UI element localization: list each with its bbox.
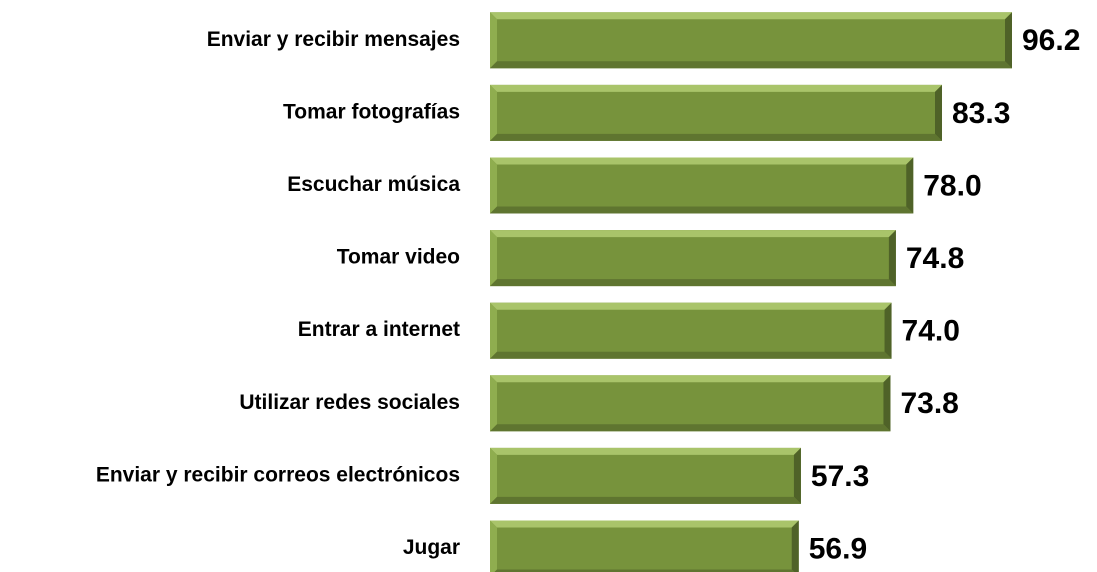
bar bbox=[490, 375, 891, 432]
bar-bevel bbox=[1005, 12, 1012, 69]
bar-bevel bbox=[490, 302, 892, 310]
bar bbox=[490, 520, 799, 572]
bar-bevel bbox=[490, 84, 497, 141]
data-label: 78.0 bbox=[923, 169, 981, 202]
bar-bevel bbox=[490, 157, 914, 165]
data-label: 74.0 bbox=[902, 315, 960, 348]
bar-bevel bbox=[490, 61, 1012, 69]
bar-bevel bbox=[490, 230, 896, 238]
bar-bevel bbox=[906, 157, 914, 214]
bar bbox=[490, 84, 943, 141]
bar-bevel bbox=[490, 12, 1012, 20]
bar-bevel bbox=[490, 351, 892, 359]
y-tick-label: Entrar a internet bbox=[298, 318, 460, 341]
data-label: 73.8 bbox=[900, 387, 958, 420]
bar bbox=[490, 447, 801, 504]
data-label: 74.8 bbox=[906, 242, 964, 275]
bar-bevel bbox=[490, 520, 799, 528]
bar-bevel bbox=[888, 230, 896, 287]
bar-bevel bbox=[490, 447, 801, 455]
bar-bevel bbox=[793, 447, 801, 504]
data-label: 83.3 bbox=[952, 97, 1010, 130]
y-tick-label: Enviar y recibir mensajes bbox=[207, 28, 460, 51]
bar bbox=[490, 230, 896, 287]
bar-bevel bbox=[490, 375, 497, 432]
bar-bevel bbox=[883, 375, 891, 432]
bar-bevel bbox=[490, 279, 896, 287]
bar-bevel bbox=[490, 84, 943, 92]
bar-bevel bbox=[490, 302, 497, 359]
bar-bevel bbox=[494, 569, 795, 572]
data-label: 57.3 bbox=[811, 460, 869, 493]
bar-bevel bbox=[490, 230, 497, 287]
bar-bevel bbox=[490, 375, 891, 383]
bar bbox=[490, 12, 1012, 69]
bar-bevel bbox=[490, 424, 891, 432]
bar-bevel bbox=[490, 447, 497, 504]
bar-bevel bbox=[935, 84, 943, 141]
bar-bevel bbox=[490, 12, 497, 69]
y-tick-label: Tomar fotografías bbox=[283, 100, 460, 123]
data-label: 56.9 bbox=[809, 532, 867, 565]
bar bbox=[490, 157, 914, 214]
y-tick-label: Tomar video bbox=[337, 246, 460, 269]
bar bbox=[490, 302, 892, 359]
y-tick-label: Jugar bbox=[403, 536, 460, 559]
bar-bevel bbox=[884, 302, 892, 359]
y-tick-label: Escuchar música bbox=[287, 173, 460, 196]
bar-bevel bbox=[490, 496, 801, 504]
bar-bevel bbox=[791, 520, 799, 572]
bar-bevel bbox=[490, 157, 497, 214]
y-tick-label: Enviar y recibir correos electrónicos bbox=[96, 463, 460, 486]
data-label: 96.2 bbox=[1022, 24, 1080, 57]
y-tick-label: Utilizar redes sociales bbox=[239, 391, 460, 414]
bar-bevel bbox=[490, 520, 497, 572]
bar-bevel bbox=[490, 133, 943, 141]
bar-bevel bbox=[490, 206, 914, 214]
